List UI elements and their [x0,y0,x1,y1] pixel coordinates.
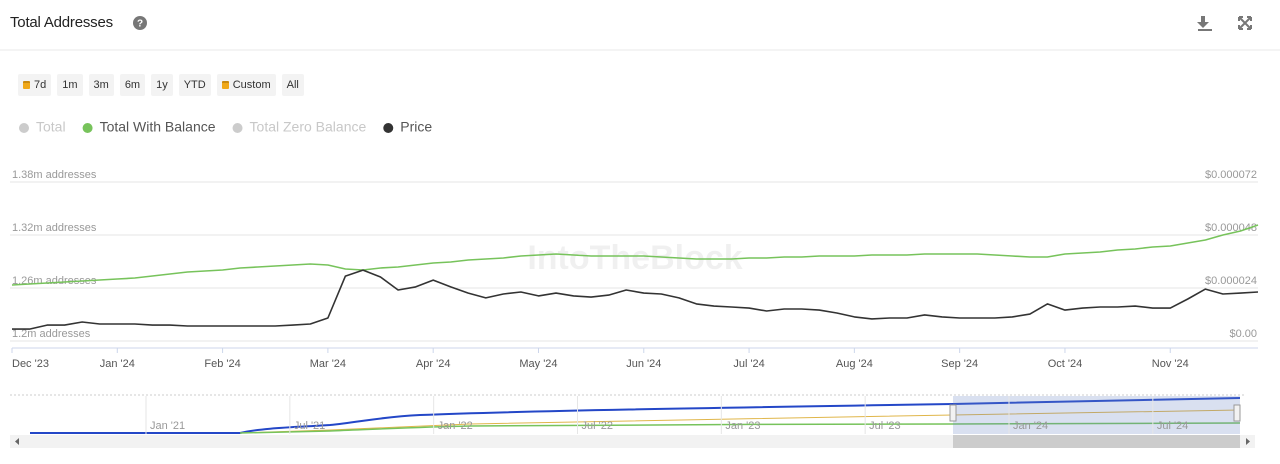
fullscreen-button[interactable] [1238,16,1252,30]
range-button[interactable]: 6m [119,74,146,96]
legend-label: Total Zero Balance [250,119,367,135]
y2-tick-label: $0.000048 [1205,222,1257,234]
legend-marker [82,123,93,133]
x-tick-label: Jan '24 [100,358,135,370]
y-tick-label: 1.32m addresses [12,222,97,234]
x-tick-label: Dec '23 [12,358,49,370]
range-button-label: 7d [34,79,47,91]
navigator-handle[interactable] [1233,404,1241,422]
range-button-label: 3m [93,79,109,91]
navigator-label: Jan '21 [150,420,185,432]
range-button-label: 1y [156,79,168,91]
navigator-handle[interactable] [949,404,957,422]
lock-icon [23,81,30,89]
range-button-label: 1m [62,79,78,91]
x-tick-label: Apr '24 [416,358,451,370]
y2-tick-label: $0.000072 [1205,169,1257,181]
x-tick-label: Jun '24 [626,358,661,370]
series-line [11,224,1259,286]
scrollbar-thumb[interactable] [953,435,1240,448]
range-button[interactable]: All [281,74,304,96]
legend-item[interactable]: Total Zero Balance [232,119,367,135]
x-tick-label: Aug '24 [836,358,873,370]
lock-icon [221,81,229,89]
scrollbar-track[interactable] [10,435,1255,448]
range-button[interactable]: 1y [151,74,173,96]
legend-label: Price [400,119,432,135]
range-button-label: Custom [232,79,271,91]
legend-item[interactable]: Price [383,119,432,135]
x-tick-label: Jul '24 [733,358,764,370]
navigator-line [239,409,1241,434]
range-button[interactable]: Custom [216,74,276,96]
x-tick-label: Oct '24 [1048,358,1083,370]
navigator [10,394,1255,448]
help-icon[interactable]: ? [133,16,147,30]
legend-marker [383,123,394,133]
watermark: IntoTheBlock [527,239,742,277]
download-button[interactable] [1197,16,1212,31]
y-tick-label: 1.2m addresses [12,328,91,340]
legend-item[interactable]: Total [19,119,66,135]
series-line [12,269,1259,330]
navigator-label: Jul '22 [582,420,613,432]
x-tick-label: May '24 [519,358,557,370]
x-tick-label: Mar '24 [310,358,346,370]
svg-text:?: ? [137,19,143,30]
x-tick-label: Nov '24 [1152,358,1189,370]
navigator-label: Jul '24 [1157,420,1188,432]
range-button-label: 6m [124,79,141,91]
x-tick-label: Feb '24 [204,358,240,370]
range-button-label: All [286,79,299,91]
legend-marker [19,123,29,133]
navigator-line [239,422,1241,434]
legend-label: Total With Balance [100,119,216,135]
navigator-label: Jan '22 [438,420,473,432]
navigator-label: Jan '24 [1013,420,1048,432]
range-button[interactable]: 1m [57,74,83,96]
y2-tick-label: $0.00 [1229,328,1257,340]
range-button-label: YTD [183,79,206,91]
legend-label: Total [36,119,66,135]
navigator-label: Jan '23 [725,420,760,432]
y2-tick-label: $0.000024 [1205,275,1257,287]
range-button[interactable]: 7d [18,74,52,96]
x-tick-label: Sep '24 [941,358,978,370]
range-button[interactable]: 3m [88,74,114,96]
navigator-selection[interactable] [953,396,1240,434]
legend-item[interactable]: Total With Balance [82,119,216,135]
navigator-label: Jul '21 [294,420,325,432]
chart-title: Total Addresses [10,14,113,31]
range-button[interactable]: YTD [178,74,211,96]
navigator-label: Jul '23 [869,420,900,432]
navigator-line [30,397,1241,434]
legend-marker [232,123,243,133]
y-tick-label: 1.38m addresses [12,169,97,181]
